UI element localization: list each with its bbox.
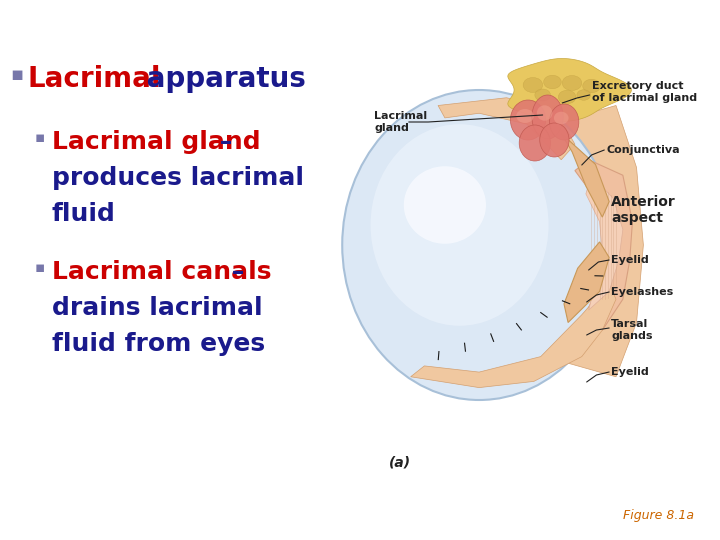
Text: Eyelashes: Eyelashes: [611, 287, 673, 297]
Ellipse shape: [510, 100, 546, 140]
Text: Eyelid: Eyelid: [611, 367, 649, 377]
Text: Lacrimal canals: Lacrimal canals: [52, 260, 271, 284]
Ellipse shape: [582, 79, 600, 93]
Text: (a): (a): [389, 455, 411, 469]
Polygon shape: [508, 58, 631, 122]
Text: Lacrimal gland: Lacrimal gland: [52, 130, 261, 154]
Polygon shape: [564, 242, 609, 322]
Ellipse shape: [371, 124, 549, 326]
Text: fluid: fluid: [52, 202, 116, 226]
Text: ▪: ▪: [10, 65, 23, 84]
Text: apparatus: apparatus: [137, 65, 306, 93]
Ellipse shape: [535, 89, 551, 101]
Text: Tarsal
glands: Tarsal glands: [611, 319, 652, 341]
Text: Conjunctiva: Conjunctiva: [606, 145, 680, 155]
Ellipse shape: [537, 105, 552, 121]
Ellipse shape: [544, 75, 562, 89]
Text: drains lacrimal: drains lacrimal: [52, 296, 263, 320]
Ellipse shape: [532, 95, 563, 139]
Text: produces lacrimal: produces lacrimal: [52, 166, 304, 190]
Ellipse shape: [404, 166, 486, 244]
Ellipse shape: [562, 76, 582, 91]
Text: Anterior
aspect: Anterior aspect: [611, 195, 676, 225]
Text: –: –: [223, 260, 244, 284]
Ellipse shape: [558, 90, 576, 104]
Polygon shape: [438, 98, 575, 160]
Ellipse shape: [516, 109, 534, 123]
PathPatch shape: [562, 105, 644, 377]
Ellipse shape: [554, 112, 569, 124]
Text: Figure 8.1a: Figure 8.1a: [624, 509, 694, 522]
Ellipse shape: [523, 78, 543, 92]
Ellipse shape: [577, 90, 590, 100]
Text: ▪: ▪: [35, 130, 45, 145]
Text: Lacrimal: Lacrimal: [27, 65, 161, 93]
Ellipse shape: [519, 125, 551, 161]
Polygon shape: [562, 133, 609, 217]
Text: Excretory duct
of lacrimal gland: Excretory duct of lacrimal gland: [592, 81, 697, 103]
Text: ▪: ▪: [35, 260, 45, 275]
Polygon shape: [410, 284, 616, 388]
Ellipse shape: [342, 90, 616, 400]
Text: Eyelid: Eyelid: [611, 255, 649, 265]
Ellipse shape: [540, 123, 569, 157]
Ellipse shape: [549, 104, 579, 140]
Text: Lacrimal
gland: Lacrimal gland: [374, 111, 428, 133]
Polygon shape: [586, 176, 623, 310]
Text: fluid from eyes: fluid from eyes: [52, 332, 265, 356]
Text: –: –: [211, 130, 233, 154]
Polygon shape: [575, 160, 632, 330]
